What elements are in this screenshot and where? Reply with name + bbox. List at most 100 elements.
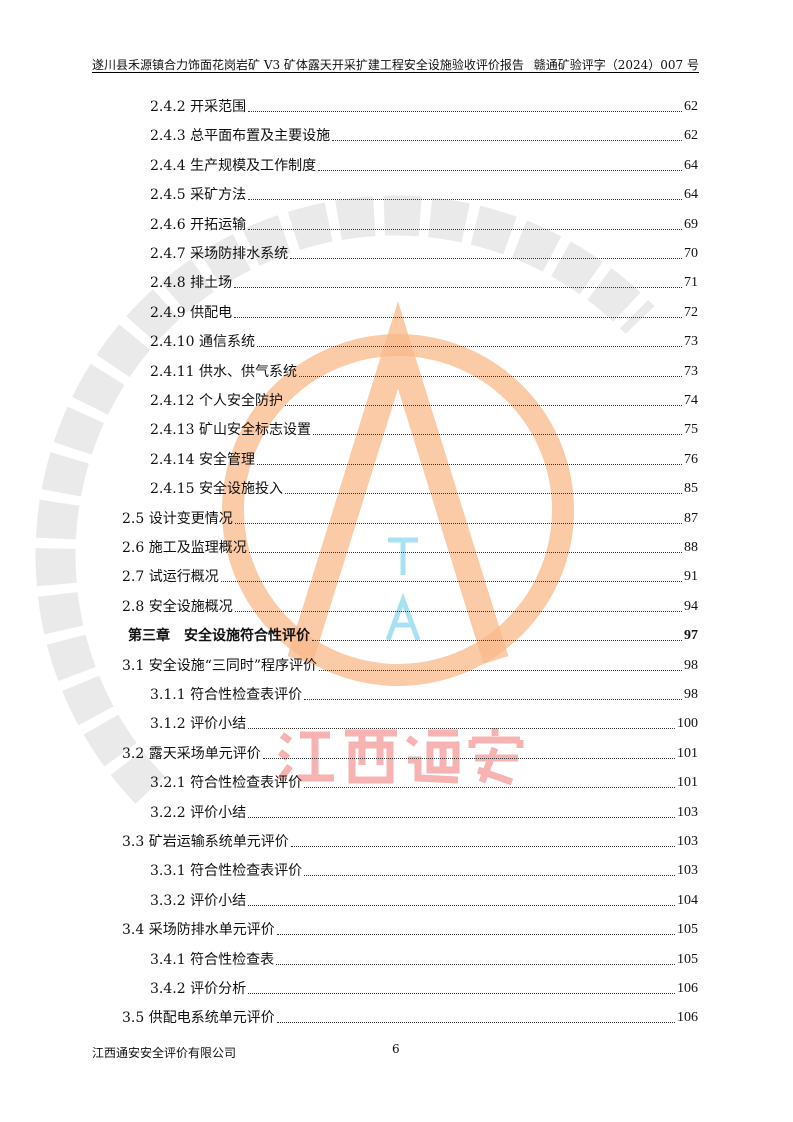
toc-page-number: 103 (677, 804, 698, 820)
toc-entry-label: 2.4.10 通信系统 (150, 334, 255, 351)
toc-entry[interactable]: 2.7 试运行概况 91 (122, 565, 698, 587)
toc-entry-label: 3.3.1 符合性检查表评价 (150, 863, 303, 880)
toc-entry[interactable]: 第三章 安全设施符合性评价 97 (128, 624, 698, 646)
toc-entry-label: 2.4.4 生产规模及工作制度 (150, 157, 317, 174)
toc-leader-dots (248, 111, 682, 112)
toc-entry[interactable]: 3.4 采场防排水单元评价 105 (122, 918, 698, 940)
toc-leader-dots (256, 346, 682, 348)
toc-entry-label: 2.4.5 采矿方法 (150, 187, 247, 204)
toc-entry[interactable]: 2.4.15 安全设施投入 85 (150, 477, 698, 499)
toc-leader-dots (318, 169, 682, 171)
toc-page-number: 100 (677, 716, 698, 732)
toc-page-number: 62 (684, 128, 698, 144)
toc-entry[interactable]: 3.2 露天采场单元评价 101 (122, 742, 698, 764)
toc-entry[interactable]: 3.3 矿岩运输系统单元评价 103 (122, 830, 698, 852)
toc-entry[interactable]: 2.4.3 总平面布置及主要设施 62 (150, 124, 698, 146)
toc-leader-dots (276, 1022, 675, 1024)
toc-entry[interactable]: 3.3.2 评价小结 104 (150, 889, 698, 911)
toc-page-number: 103 (677, 863, 698, 879)
toc-leader-dots (234, 522, 682, 524)
toc-entry-label: 3.2.2 评价小结 (150, 804, 247, 821)
toc-entry-label: 2.6 施工及监理概况 (122, 540, 247, 556)
toc-entry[interactable]: 3.2.2 评价小结 103 (150, 801, 698, 823)
toc-page-number: 74 (684, 393, 698, 408)
toc-leader-dots (290, 258, 682, 259)
toc-page-number: 101 (677, 775, 698, 791)
toc-entry[interactable]: 2.4.7 采场防排水系统 70 (150, 242, 698, 264)
toc-leader-dots (256, 463, 682, 465)
toc-page-number: 91 (684, 569, 698, 585)
toc-entry[interactable]: 3.1.1 符合性检查表评价 98 (150, 683, 698, 705)
toc-entry[interactable]: 2.4.13 矿山安全标志设置 75 (150, 418, 698, 440)
toc-entry[interactable]: 2.4.4 生产规模及工作制度 64 (150, 154, 698, 176)
toc-entry-label: 3.4.2 评价分析 (150, 981, 247, 997)
toc-page-number: 104 (677, 892, 698, 908)
toc-page-number: 71 (684, 275, 698, 291)
toc-page-number: 72 (684, 304, 698, 320)
toc-entry-label: 2.5 设计变更情况 (122, 510, 233, 527)
toc-page-number: 94 (684, 598, 698, 614)
toc-page-number: 70 (684, 246, 698, 261)
toc-leader-dots (312, 434, 682, 436)
toc-page-number: 106 (677, 981, 698, 996)
toc-entry[interactable]: 3.2.1 符合性检查表评价 101 (150, 771, 698, 793)
toc-leader-dots (234, 287, 682, 289)
toc-entry-label: 2.4.13 矿山安全标志设置 (150, 422, 311, 439)
toc-page-number: 87 (684, 510, 698, 526)
toc-page-number: 88 (684, 540, 698, 555)
toc-leader-dots (304, 875, 675, 877)
toc-entry[interactable]: 2.6 施工及监理概况 88 (122, 536, 698, 558)
toc-leader-dots (234, 316, 682, 318)
toc-entry-label: 2.4.7 采场防排水系统 (150, 246, 289, 262)
page-header: 遂川县禾源镇合力饰面花岗岩矿 V3 矿体露天开采扩建工程安全设施验收评价报告 赣… (92, 56, 699, 73)
toc-page-number: 98 (684, 657, 698, 673)
toc-entry[interactable]: 3.4.2 评价分析 106 (150, 977, 698, 999)
toc-page-number: 105 (677, 951, 698, 967)
toc-entry-label: 2.4.9 供配电 (150, 304, 233, 321)
toc-leader-dots (248, 552, 682, 553)
footer-company: 江西通安安全评价有限公司 (92, 1046, 237, 1060)
toc-entry[interactable]: 3.3.1 符合性检查表评价 103 (150, 859, 698, 881)
toc-page-number: 73 (684, 334, 698, 350)
toc-entry[interactable]: 2.4.14 安全管理 76 (150, 448, 698, 470)
toc-entry[interactable]: 2.4.8 排土场 71 (150, 271, 698, 293)
toc-entry[interactable]: 2.5 设计变更情况 87 (122, 507, 698, 529)
toc-entry[interactable]: 2.4.11 供水、供气系统 73 (150, 360, 698, 382)
toc-leader-dots (276, 963, 675, 965)
toc-leader-dots (262, 757, 675, 759)
toc-leader-dots (284, 405, 682, 406)
toc-entry[interactable]: 3.1 安全设施“三同时”程序评价 98 (122, 654, 698, 676)
toc-entry[interactable]: 2.4.5 采矿方法 64 (150, 183, 698, 205)
toc-entry-label: 第三章 安全设施符合性评价 (128, 628, 310, 645)
toc-entry[interactable]: 2.4.6 开拓运输 69 (150, 213, 698, 235)
toc-page-number: 97 (684, 628, 698, 644)
toc-leader-dots (298, 375, 682, 377)
toc-page-number: 64 (684, 187, 698, 203)
toc-entry-label: 2.4.8 排土场 (150, 275, 233, 292)
toc-page-number: 98 (684, 687, 698, 702)
toc-entry[interactable]: 2.4.2 开采范围 62 (150, 95, 698, 117)
toc-entry-label: 3.1.2 评价小结 (150, 716, 247, 733)
toc-leader-dots (248, 199, 682, 201)
toc-page-number: 75 (684, 422, 698, 438)
toc-entry[interactable]: 2.8 安全设施概况 94 (122, 595, 698, 617)
toc-entry-label: 3.3.2 评价小结 (150, 892, 247, 909)
toc-entry-label: 2.4.3 总平面布置及主要设施 (150, 128, 331, 145)
toc-page-number: 106 (677, 1010, 698, 1026)
toc-entry-label: 3.3 矿岩运输系统单元评价 (122, 834, 289, 850)
toc-leader-dots (248, 816, 675, 818)
header-title: 遂川县禾源镇合力饰面花岗岩矿 V3 矿体露天开采扩建工程安全设施验收评价报告 (92, 58, 524, 72)
toc-entry[interactable]: 2.4.10 通信系统 73 (150, 330, 698, 352)
toc-entry[interactable]: 3.1.2 评价小结 100 (150, 712, 698, 734)
toc-entry[interactable]: 2.4.12 个人安全防护 74 (150, 389, 698, 411)
toc-leader-dots (312, 640, 682, 642)
toc-entry[interactable]: 3.5 供配电系统单元评价 106 (122, 1006, 698, 1028)
toc-page-number: 62 (684, 99, 698, 114)
toc-entry[interactable]: 2.4.9 供配电 72 (150, 301, 698, 323)
toc-entry-label: 2.4.2 开采范围 (150, 99, 247, 115)
toc-leader-dots (276, 934, 675, 936)
toc-page-number: 101 (677, 745, 698, 761)
toc-entry[interactable]: 3.4.1 符合性检查表 105 (150, 948, 698, 970)
toc-leader-dots (319, 669, 682, 671)
